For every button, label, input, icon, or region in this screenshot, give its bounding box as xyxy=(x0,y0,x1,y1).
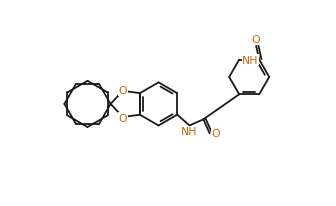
Text: O: O xyxy=(119,113,127,123)
Text: NH: NH xyxy=(242,55,259,65)
Text: O: O xyxy=(119,86,127,96)
Text: NH: NH xyxy=(180,127,197,137)
Text: O: O xyxy=(212,129,220,138)
Text: O: O xyxy=(251,35,260,45)
